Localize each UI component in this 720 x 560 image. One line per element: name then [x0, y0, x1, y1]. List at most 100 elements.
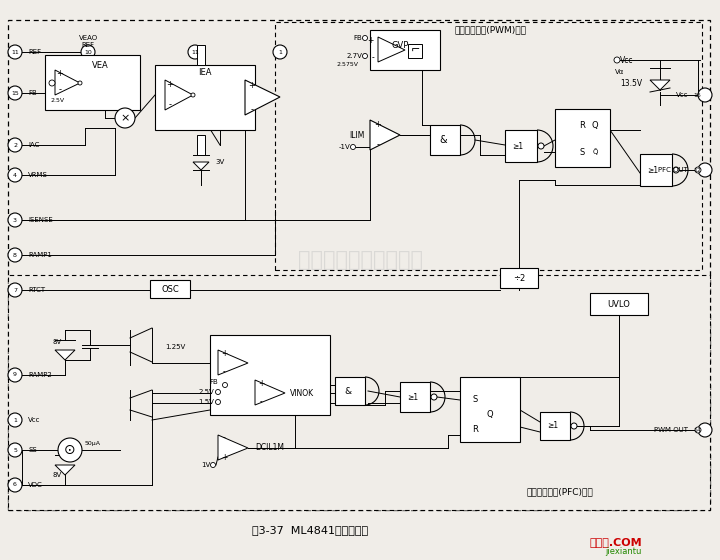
Bar: [335, 377, 365, 405]
Circle shape: [273, 45, 287, 59]
Circle shape: [49, 80, 55, 86]
Circle shape: [431, 394, 437, 400]
Text: PWM OUT: PWM OUT: [654, 427, 688, 433]
Circle shape: [614, 57, 620, 63]
Circle shape: [571, 423, 577, 429]
Text: 5: 5: [13, 447, 17, 452]
Text: ×: ×: [120, 113, 130, 123]
Text: ≥1: ≥1: [547, 422, 559, 431]
Text: 1: 1: [278, 49, 282, 54]
Text: VEA: VEA: [91, 60, 109, 69]
Text: 8V: 8V: [53, 339, 62, 345]
Bar: [8, 275, 710, 510]
Bar: [370, 30, 440, 70]
Circle shape: [8, 413, 22, 427]
Polygon shape: [165, 80, 193, 110]
Text: Vα: Vα: [615, 69, 624, 75]
Text: FB: FB: [210, 379, 218, 385]
Circle shape: [695, 167, 701, 173]
Polygon shape: [218, 435, 248, 460]
Bar: [45, 55, 140, 110]
Text: -: -: [58, 86, 61, 95]
Bar: [8, 20, 710, 510]
Text: 1: 1: [13, 418, 17, 422]
Text: -: -: [168, 100, 171, 110]
Text: +: +: [221, 452, 228, 461]
Text: ≥1: ≥1: [513, 142, 523, 151]
Bar: [460, 377, 520, 442]
Text: Q: Q: [592, 120, 598, 129]
Text: &: &: [439, 135, 447, 145]
Text: +: +: [374, 119, 382, 128]
Polygon shape: [650, 80, 670, 90]
Text: UVLO: UVLO: [608, 300, 631, 309]
Bar: [500, 268, 538, 288]
Text: -: -: [222, 433, 225, 442]
Text: VINOK: VINOK: [290, 389, 314, 398]
Circle shape: [191, 93, 195, 97]
Text: 50μA: 50μA: [85, 441, 101, 446]
Polygon shape: [255, 380, 285, 405]
Text: ÷2: ÷2: [513, 273, 525, 282]
Circle shape: [362, 35, 367, 40]
Text: ⌐: ⌐: [410, 46, 420, 56]
Bar: [155, 65, 255, 130]
Text: 7: 7: [13, 287, 17, 292]
Circle shape: [362, 54, 367, 58]
Text: SS: SS: [28, 447, 37, 453]
Circle shape: [115, 108, 135, 128]
Text: VDC: VDC: [28, 482, 42, 488]
Text: +: +: [221, 348, 228, 357]
Bar: [540, 412, 570, 440]
Text: 2: 2: [13, 142, 17, 147]
Text: 12: 12: [693, 167, 701, 172]
Text: 图3-37  ML4841内部结构图: 图3-37 ML4841内部结构图: [252, 525, 368, 535]
Text: VRMS: VRMS: [28, 172, 48, 178]
Text: -: -: [372, 54, 374, 63]
Polygon shape: [378, 37, 405, 62]
Polygon shape: [370, 120, 400, 150]
Circle shape: [351, 144, 356, 150]
Text: 杭州将睷科技有限公司: 杭州将睷科技有限公司: [297, 250, 423, 270]
Text: 1V: 1V: [201, 462, 210, 468]
Text: jiexiantu: jiexiantu: [605, 548, 642, 557]
Circle shape: [8, 283, 22, 297]
Text: +: +: [368, 35, 374, 44]
Text: -: -: [260, 398, 262, 407]
Text: 功率因数校正(PFC)单元: 功率因数校正(PFC)单元: [526, 488, 593, 497]
Text: 11: 11: [191, 49, 199, 54]
Text: IAC: IAC: [28, 142, 40, 148]
Text: 14: 14: [693, 427, 701, 432]
Circle shape: [8, 168, 22, 182]
Bar: [505, 130, 537, 162]
Bar: [210, 335, 330, 415]
Polygon shape: [55, 465, 75, 475]
Circle shape: [8, 443, 22, 457]
Text: 11: 11: [11, 49, 19, 54]
Text: PFC OUT: PFC OUT: [658, 167, 688, 173]
Circle shape: [210, 463, 215, 468]
Bar: [555, 109, 610, 167]
Text: Vcc: Vcc: [620, 55, 634, 64]
Circle shape: [8, 248, 22, 262]
Text: -: -: [377, 141, 379, 150]
Text: 8: 8: [13, 253, 17, 258]
Text: 8V: 8V: [53, 472, 62, 478]
Text: 4: 4: [13, 172, 17, 178]
Circle shape: [78, 81, 82, 85]
Polygon shape: [55, 70, 80, 95]
Text: 3V: 3V: [215, 159, 224, 165]
Bar: [430, 125, 460, 155]
Bar: [400, 382, 430, 412]
Text: +: +: [166, 80, 174, 88]
Text: OSC: OSC: [161, 284, 179, 293]
Text: REF: REF: [28, 49, 41, 55]
Text: 9: 9: [13, 372, 17, 377]
Text: 脉冲宽度调制(PWM)单元: 脉冲宽度调制(PWM)单元: [454, 26, 526, 35]
Bar: [197, 135, 205, 155]
Text: RAMP1: RAMP1: [28, 252, 52, 258]
Text: -1V: -1V: [338, 144, 350, 150]
Bar: [275, 22, 702, 270]
Text: -: -: [222, 367, 225, 376]
Text: 6: 6: [13, 483, 17, 488]
